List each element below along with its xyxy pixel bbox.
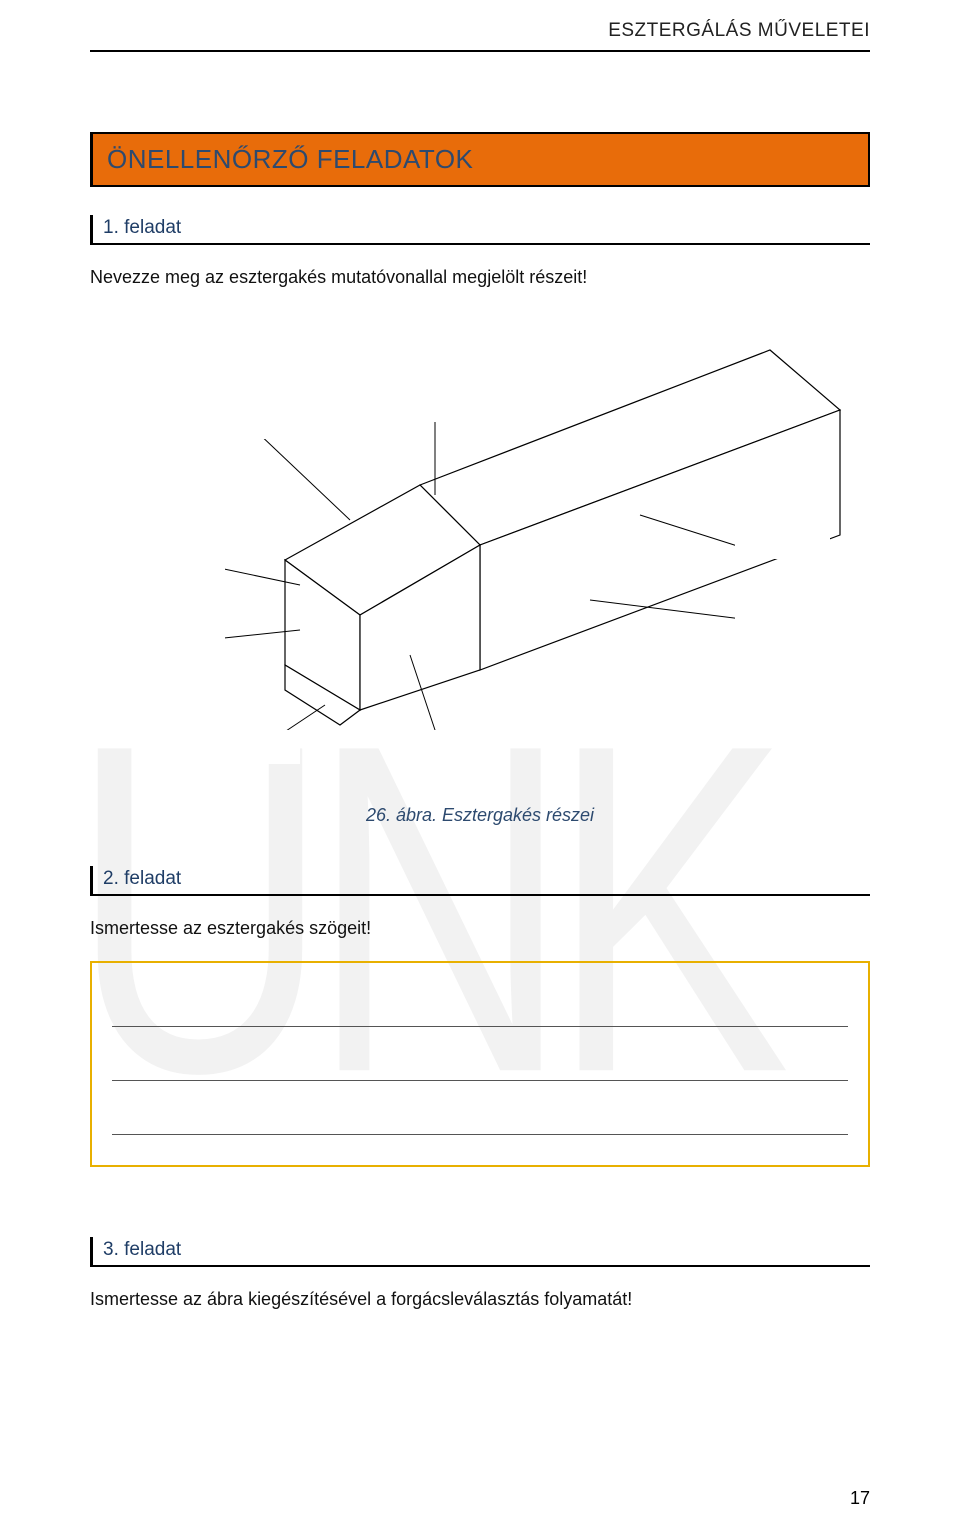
lathe-tool-drawing-icon (110, 310, 850, 770)
task-label: 3. feladat (90, 1237, 870, 1267)
header-rule (90, 50, 870, 52)
document-header: ESZTERGÁLÁS MŰVELETEI (90, 20, 870, 42)
answer-line (112, 1101, 848, 1135)
figure-caption: 26. ábra. Esztergakés részei (90, 805, 870, 826)
page-number: 17 (850, 1488, 870, 1509)
task-1: 1. feladat Nevezze meg az esztergakés mu… (90, 215, 870, 288)
task-prompt: Ismertesse az esztergakés szögeit! (90, 918, 870, 939)
answer-line (112, 993, 848, 1027)
task-label: 2. feladat (90, 866, 870, 896)
task-prompt: Nevezze meg az esztergakés mutatóvonalla… (90, 267, 870, 288)
answer-box (90, 961, 870, 1167)
task-prompt: Ismertesse az ábra kiegészítésével a for… (90, 1289, 870, 1310)
figure-lathe-tool (90, 310, 870, 775)
task-3: 3. feladat Ismertesse az ábra kiegészíté… (90, 1237, 870, 1310)
section-title-banner: ÖNELLENŐRZŐ FELADATOK (90, 132, 870, 187)
answer-line (112, 1047, 848, 1081)
task-2: 2. feladat Ismertesse az esztergakés szö… (90, 866, 870, 939)
task-label: 1. feladat (90, 215, 870, 245)
